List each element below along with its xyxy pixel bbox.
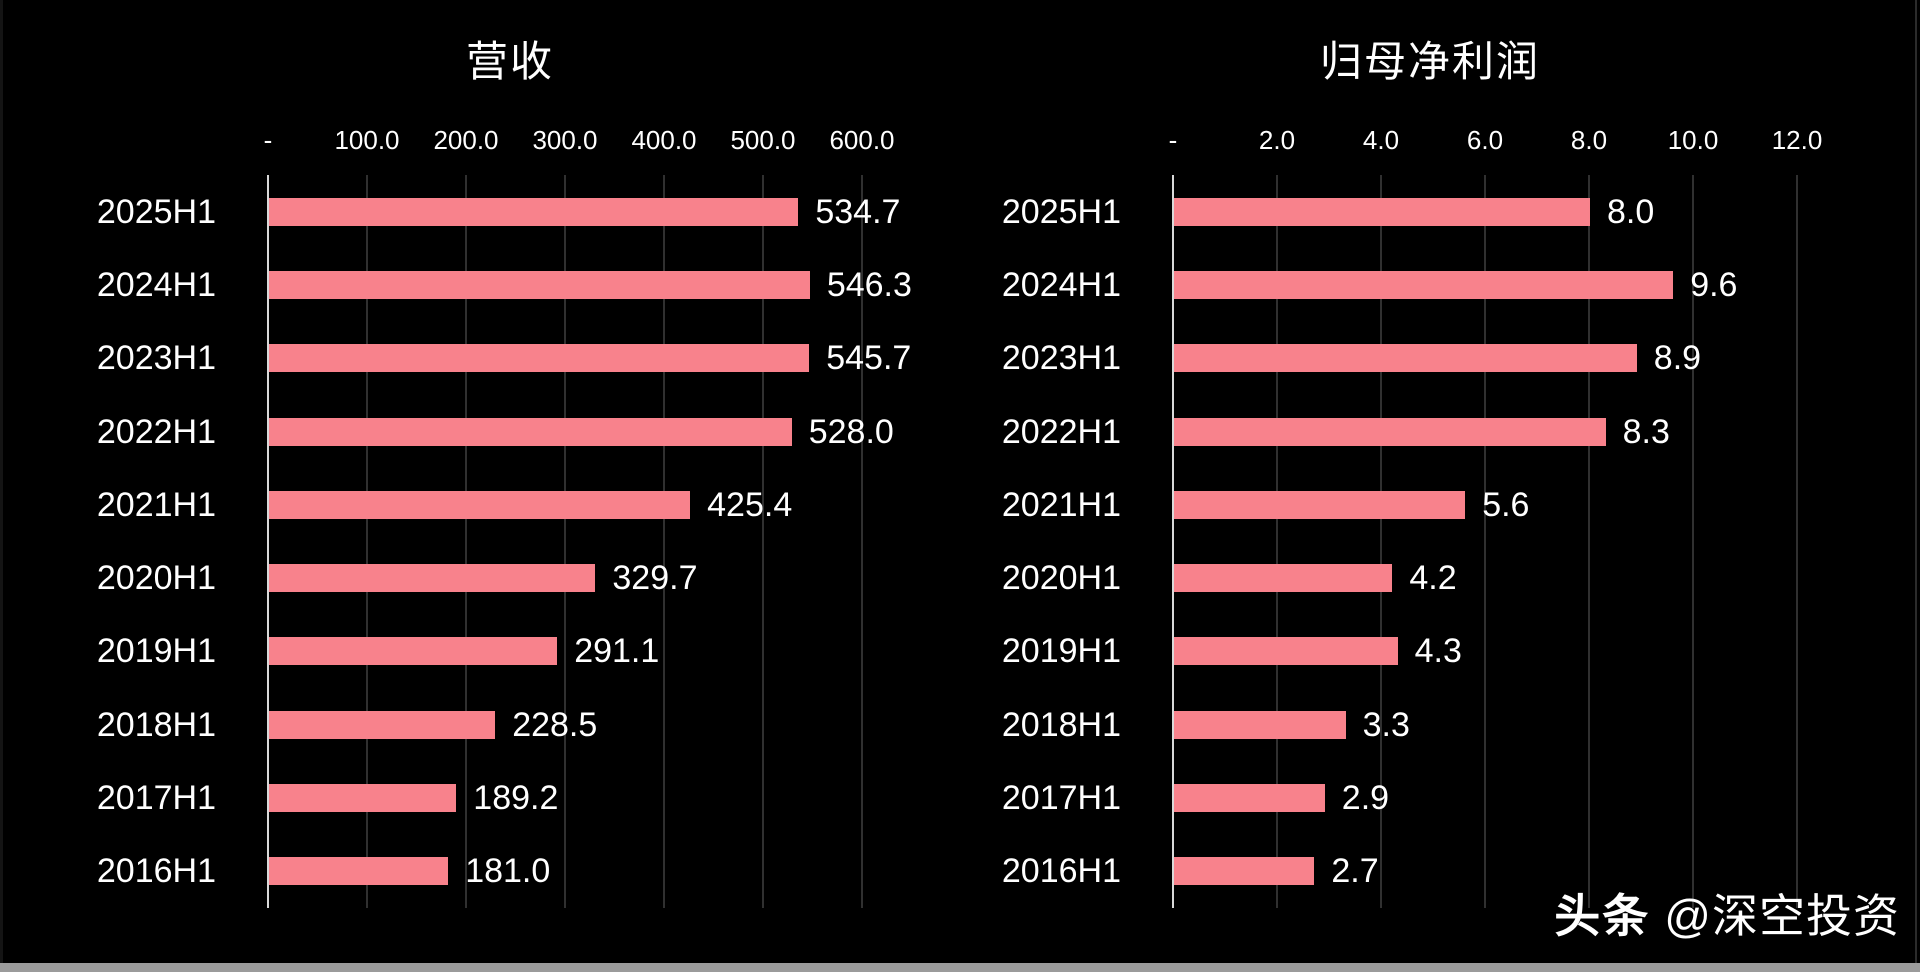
category-label: 2019H1 bbox=[96, 632, 216, 671]
x-gridline bbox=[1796, 175, 1798, 908]
category-label: 2020H1 bbox=[1001, 559, 1121, 598]
bar bbox=[1174, 490, 1466, 519]
value-label: 4.2 bbox=[1409, 559, 1457, 598]
category-label: 2016H1 bbox=[1001, 852, 1121, 891]
bar bbox=[1174, 270, 1674, 299]
axis-tick-label: 12.0 bbox=[1771, 125, 1823, 155]
bar bbox=[269, 270, 810, 299]
x-gridline bbox=[1692, 175, 1694, 908]
axis-tick-label: 10.0 bbox=[1667, 125, 1719, 155]
bar bbox=[269, 784, 457, 813]
category-label: 2024H1 bbox=[1001, 265, 1121, 304]
category-label: 2021H1 bbox=[1001, 485, 1121, 524]
axis-tick-label: 100.0 bbox=[334, 125, 400, 155]
bar bbox=[1174, 417, 1606, 446]
axis-tick-label: - bbox=[1168, 125, 1178, 155]
bar bbox=[1174, 784, 1325, 813]
screen-edge-left bbox=[0, 0, 3, 972]
bar bbox=[269, 564, 596, 593]
value-label: 2.9 bbox=[1341, 779, 1390, 818]
x-gridline bbox=[465, 175, 467, 908]
axis-tick-label: 2.0 bbox=[1258, 125, 1296, 155]
x-gridline bbox=[1276, 175, 1278, 908]
x-gridline bbox=[762, 175, 764, 908]
screen-edge-right bbox=[1915, 0, 1917, 963]
value-label: 3.3 bbox=[1362, 705, 1410, 744]
category-label: 2017H1 bbox=[1001, 779, 1121, 818]
bar bbox=[1174, 344, 1637, 373]
value-label: 329.7 bbox=[612, 559, 698, 598]
value-label: 8.0 bbox=[1607, 192, 1655, 231]
watermark: 头条 @深空投资 bbox=[1554, 890, 1900, 942]
axis-tick-label: 600.0 bbox=[829, 125, 895, 155]
bar bbox=[269, 344, 810, 373]
category-label: 2025H1 bbox=[96, 192, 216, 231]
category-label: 2016H1 bbox=[96, 852, 216, 891]
bar bbox=[1174, 564, 1393, 593]
x-gridline bbox=[1484, 175, 1486, 908]
x-gridline bbox=[564, 175, 566, 908]
axis-tick-label: 200.0 bbox=[433, 125, 499, 155]
category-label: 2017H1 bbox=[96, 779, 216, 818]
value-label: 2.7 bbox=[1331, 852, 1379, 891]
value-label: 9.6 bbox=[1690, 265, 1738, 304]
bar bbox=[1174, 710, 1346, 739]
value-label: 181.0 bbox=[465, 852, 551, 891]
value-label: 228.5 bbox=[512, 705, 598, 744]
net-profit-chart-title: 归母净利润 bbox=[1319, 38, 1540, 85]
axis-tick-label: 500.0 bbox=[730, 125, 796, 155]
axis-tick-label: 6.0 bbox=[1466, 125, 1504, 155]
category-label: 2025H1 bbox=[1001, 192, 1121, 231]
category-label: 2024H1 bbox=[96, 265, 216, 304]
bar bbox=[269, 710, 496, 739]
axis-tick-label: 8.0 bbox=[1570, 125, 1608, 155]
bar bbox=[1174, 857, 1315, 886]
bar bbox=[1174, 637, 1398, 666]
bar bbox=[269, 197, 799, 226]
bar bbox=[269, 637, 558, 666]
bar bbox=[269, 857, 449, 886]
value-label: 8.9 bbox=[1653, 339, 1702, 378]
bar bbox=[1174, 197, 1590, 226]
y-axis-line bbox=[267, 175, 269, 908]
x-gridline bbox=[663, 175, 665, 908]
axis-tick-label: 300.0 bbox=[532, 125, 598, 155]
category-label: 2022H1 bbox=[1001, 412, 1121, 451]
x-gridline bbox=[1588, 175, 1590, 908]
axis-tick-label: 4.0 bbox=[1362, 125, 1400, 155]
x-gridline bbox=[366, 175, 368, 908]
axis-tick-label: 400.0 bbox=[631, 125, 697, 155]
revenue-chart-title: 营收 bbox=[465, 38, 554, 85]
value-label: 425.4 bbox=[707, 485, 793, 524]
watermark-brand: 头条 bbox=[1554, 890, 1651, 942]
category-label: 2023H1 bbox=[96, 339, 216, 378]
value-label: 4.3 bbox=[1414, 632, 1462, 671]
bar bbox=[269, 417, 792, 446]
category-label: 2022H1 bbox=[96, 412, 216, 451]
category-label: 2020H1 bbox=[96, 559, 216, 598]
value-label: 189.2 bbox=[473, 779, 559, 818]
screen-edge-bottom bbox=[0, 963, 1920, 972]
value-label: 534.7 bbox=[815, 192, 901, 231]
x-gridline bbox=[861, 175, 863, 908]
axis-tick-label: - bbox=[263, 125, 273, 155]
category-label: 2018H1 bbox=[1001, 705, 1121, 744]
value-label: 5.6 bbox=[1482, 485, 1530, 524]
category-label: 2018H1 bbox=[96, 705, 216, 744]
value-label: 291.1 bbox=[574, 632, 660, 671]
watermark-handle: @深空投资 bbox=[1664, 890, 1900, 942]
value-label: 545.7 bbox=[826, 339, 912, 378]
value-label: 8.3 bbox=[1622, 412, 1670, 451]
category-label: 2021H1 bbox=[96, 485, 216, 524]
value-label: 546.3 bbox=[826, 265, 912, 304]
x-gridline bbox=[1380, 175, 1382, 908]
category-label: 2019H1 bbox=[1001, 632, 1121, 671]
value-label: 528.0 bbox=[808, 412, 894, 451]
y-axis-line bbox=[1172, 175, 1174, 908]
bar bbox=[269, 490, 691, 519]
category-label: 2023H1 bbox=[1001, 339, 1121, 378]
